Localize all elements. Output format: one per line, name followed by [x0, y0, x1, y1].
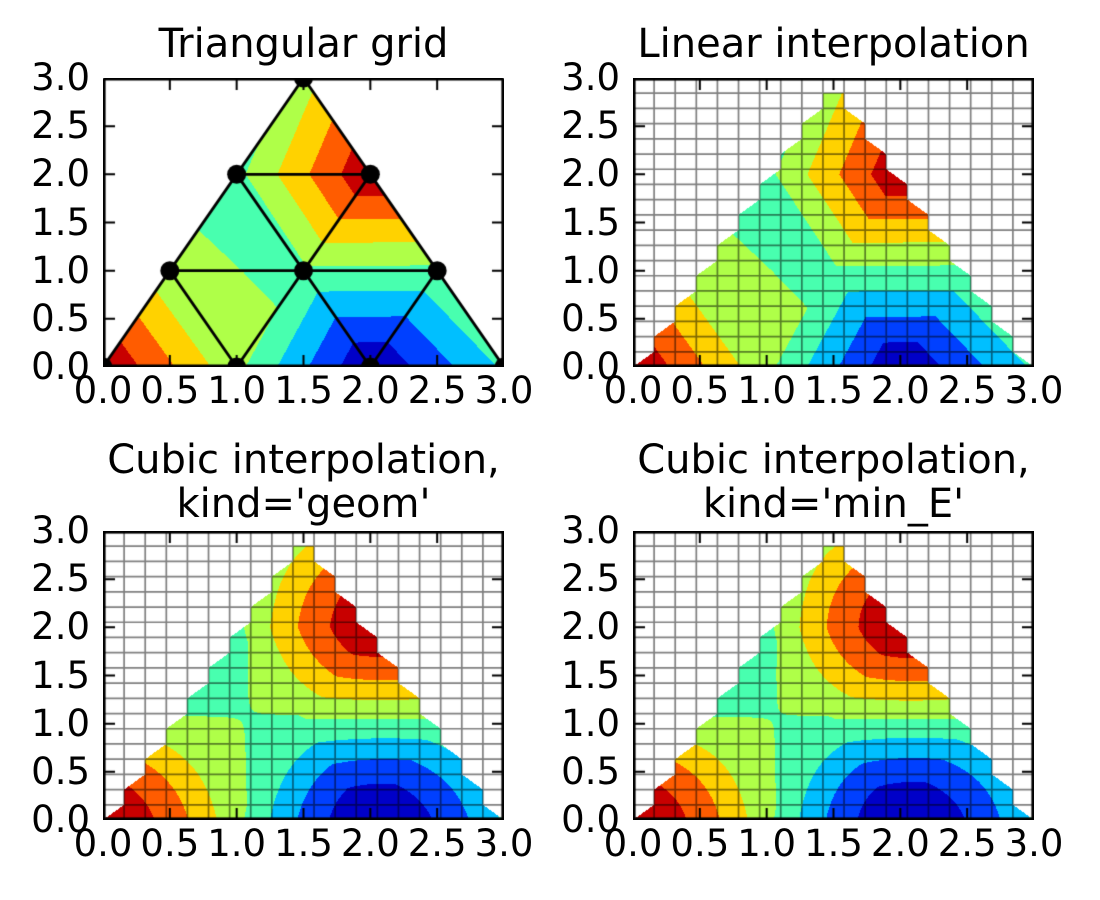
y-tick-label: 0.5: [561, 749, 620, 793]
y-tick-label: 1.5: [561, 200, 620, 244]
y-tick-label: 2.0: [31, 152, 90, 196]
x-tick-label: 1.5: [274, 822, 333, 865]
plot-canvas-cubic-geom: [103, 531, 504, 820]
x-tick-label: 0.0: [603, 822, 663, 865]
y-tick-label: 3.0: [31, 56, 90, 99]
x-tick-label: 1.0: [737, 369, 797, 412]
x-tick-label: 2.0: [870, 369, 930, 412]
plot-title-cubic-geom: Cubic interpolation, kind='geom': [103, 438, 504, 526]
x-tick-label: 2.5: [937, 822, 997, 865]
title-text: Triangular grid: [158, 21, 449, 67]
x-tick-label: 3.0: [474, 369, 534, 412]
title-text: kind='min_E': [702, 481, 965, 527]
x-tick-label: 2.0: [340, 822, 400, 865]
x-tick-label: 2.0: [340, 369, 400, 412]
y-tick-label: 2.5: [561, 557, 620, 601]
x-tick-label: 1.5: [274, 369, 333, 412]
x-tick-label: 3.0: [474, 822, 534, 865]
x-tick-label: 0.0: [603, 369, 663, 412]
x-tick-label: 2.5: [407, 822, 467, 865]
y-tick-label: 1.0: [561, 701, 620, 745]
x-tick-label: 0.0: [73, 822, 133, 865]
x-tick-label: 1.5: [804, 822, 863, 865]
x-tick-label: 2.5: [937, 369, 997, 412]
plot-title-triangular-grid: Triangular grid: [103, 22, 504, 66]
y-tick-label: 0.0: [31, 798, 90, 841]
title-text: kind='geom': [176, 481, 431, 527]
x-tick-label: 0.5: [670, 822, 730, 865]
y-tick-label: 0.5: [561, 296, 620, 340]
y-tick-label: 1.0: [31, 701, 90, 745]
x-tick-label: 1.0: [737, 822, 797, 865]
x-tick-label: 2.5: [407, 369, 467, 412]
title-text: Cubic interpolation,: [637, 437, 1030, 483]
y-tick-label: 0.0: [561, 798, 620, 841]
plot-canvas-triangular-grid: [103, 78, 504, 367]
y-tick-label: 2.5: [561, 104, 620, 148]
y-tick-label: 3.0: [561, 56, 620, 99]
plot-canvas-linear-interpolation: [633, 78, 1034, 367]
y-tick-label: 3.0: [31, 509, 90, 552]
y-tick-label: 2.0: [561, 605, 620, 649]
y-tick-label: 0.0: [31, 345, 90, 388]
y-tick-label: 1.0: [561, 248, 620, 292]
y-tick-label: 1.0: [31, 248, 90, 292]
y-tick-label: 2.5: [31, 104, 90, 148]
y-tick-label: 2.0: [31, 605, 90, 649]
plot-title-cubic-min-e: Cubic interpolation, kind='min_E': [633, 438, 1034, 526]
plot-title-linear-interpolation: Linear interpolation: [633, 22, 1034, 66]
x-tick-label: 3.0: [1004, 822, 1064, 865]
plot-canvas-cubic-min-e: [633, 531, 1034, 820]
x-tick-label: 0.0: [73, 369, 133, 412]
x-tick-label: 3.0: [1004, 369, 1064, 412]
y-tick-label: 0.0: [561, 345, 620, 388]
title-text: Linear interpolation: [637, 21, 1030, 67]
y-tick-label: 0.5: [31, 296, 90, 340]
title-text: Cubic interpolation,: [107, 437, 500, 483]
x-tick-label: 0.5: [140, 822, 200, 865]
x-tick-label: 0.5: [140, 369, 200, 412]
x-tick-label: 1.5: [804, 369, 863, 412]
x-tick-label: 2.0: [870, 822, 930, 865]
y-tick-label: 1.5: [31, 200, 90, 244]
x-tick-label: 1.0: [207, 822, 267, 865]
y-tick-label: 2.5: [31, 557, 90, 601]
y-tick-label: 3.0: [561, 509, 620, 552]
y-tick-label: 1.5: [31, 653, 90, 697]
x-tick-label: 0.5: [670, 369, 730, 412]
x-tick-label: 1.0: [207, 369, 267, 412]
y-tick-label: 0.5: [31, 749, 90, 793]
y-tick-label: 1.5: [561, 653, 620, 697]
y-tick-label: 2.0: [561, 152, 620, 196]
